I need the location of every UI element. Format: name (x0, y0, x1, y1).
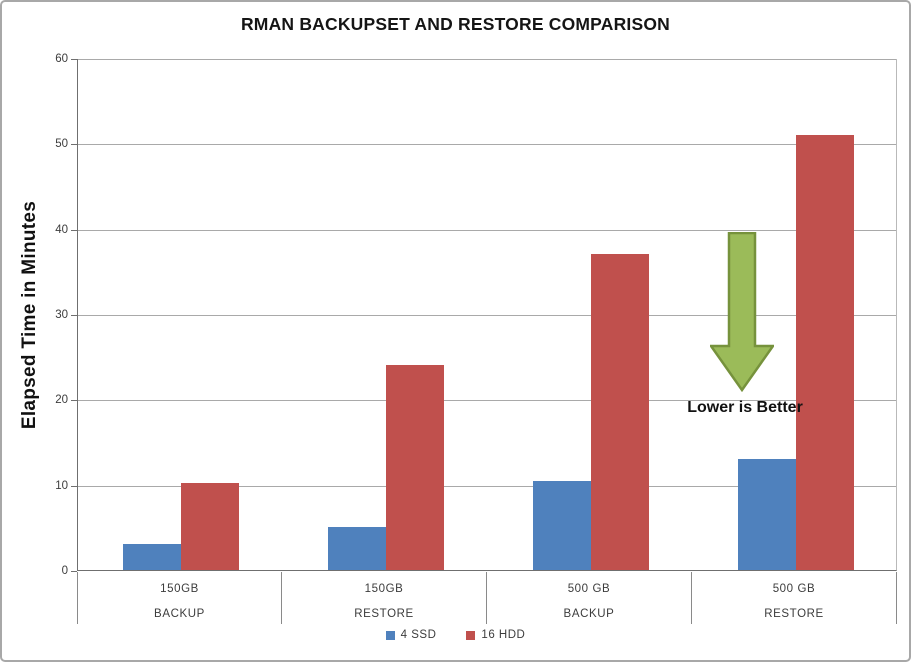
bar-4-ssd-150gb-backup (123, 544, 181, 570)
legend-swatch-icon (466, 630, 476, 640)
down-arrow-icon (710, 232, 774, 392)
category-label-150gb-backup: 150GB BACKUP (77, 572, 282, 624)
gridline-30 (78, 315, 896, 316)
bar-4-ssd-150gb-restore (328, 527, 386, 570)
category-label-500gb-restore: 500 GB RESTORE (692, 572, 897, 624)
category-label-500gb-backup: 500 GB BACKUP (487, 572, 692, 624)
y-tick-mark-30 (71, 315, 77, 316)
y-tick-label-30: 30 (55, 309, 68, 321)
plot-area (77, 59, 897, 571)
gridline-40 (78, 229, 896, 231)
gridline-10 (78, 485, 896, 487)
y-tick-label-20: 20 (55, 394, 68, 407)
category-label-150gb-restore: 150GB RESTORE (282, 572, 487, 624)
y-tick-mark-50 (71, 144, 77, 146)
legend: 4 SSD 16 HDD (2, 629, 909, 641)
y-tick-label-40: 40 (55, 223, 68, 236)
category-operation-label: RESTORE (354, 608, 414, 620)
bar-16-hdd-500-gb-backup (591, 254, 649, 570)
category-size-label: 500 GB (567, 583, 611, 595)
category-size-label: 150GB (364, 583, 404, 595)
category-operation-label: RESTORE (764, 608, 824, 620)
bar-16-hdd-150gb-restore (386, 365, 444, 570)
bar-16-hdd-500-gb-restore (796, 134, 854, 570)
y-tick-label-0: 0 (61, 565, 68, 577)
y-tick-mark-40 (71, 229, 77, 231)
y-tick-mark-60 (71, 59, 77, 60)
bar-4-ssd-500-gb-restore (738, 459, 796, 570)
legend-label: 16 HDD (481, 629, 526, 641)
legend-item-16-hdd: 16 HDD (466, 629, 525, 641)
gridline-60 (78, 59, 896, 60)
chart-title: RMAN BACKUPSET AND RESTORE COMPARISON (240, 14, 671, 34)
annotation-lower-is-better: Lower is Better (687, 399, 803, 416)
gridline-20 (78, 400, 896, 402)
y-tick-mark-20 (71, 400, 77, 402)
x-axis-category-labels: 150GB BACKUP 150GB RESTORE 500 GB BACKUP 500 G… (77, 572, 897, 624)
category-operation-label: BACKUP (563, 608, 615, 620)
y-tick-mark-0 (71, 571, 77, 572)
legend-swatch-icon (385, 630, 395, 640)
down-arrow-shape (710, 232, 774, 392)
legend-item-4-ssd: 4 SSD (385, 629, 437, 641)
y-tick-label-10: 10 (55, 479, 68, 492)
bar-16-hdd-150gb-backup (181, 482, 239, 570)
category-size-label: 150GB (160, 583, 199, 595)
y-tick-mark-10 (71, 485, 77, 487)
gridline-50 (78, 144, 896, 146)
y-tick-label-60: 60 (55, 53, 68, 65)
bar-4-ssd-500-gb-backup (533, 481, 591, 570)
legend-label: 4 SSD (400, 629, 437, 641)
category-operation-label: BACKUP (154, 608, 205, 620)
y-tick-label-50: 50 (55, 138, 68, 151)
category-size-label: 500 GB (772, 583, 816, 595)
